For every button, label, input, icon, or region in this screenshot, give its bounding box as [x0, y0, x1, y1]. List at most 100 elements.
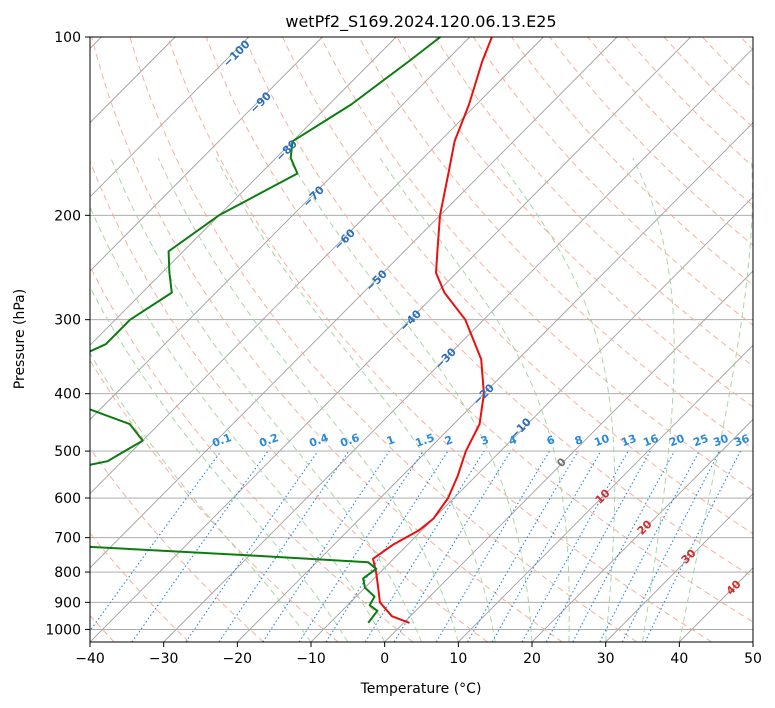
isotherm-line	[90, 37, 323, 272]
moist-adiabat-line	[215, 157, 496, 642]
mixing-ratio-label: 25	[691, 432, 710, 449]
y-axis-tick-label: 100	[54, 30, 81, 46]
mixing-ratio-line	[90, 450, 222, 632]
x-axis-label: Temperature (°C)	[360, 681, 482, 697]
chart-title: wetPf2_S169.2024.120.06.13.E25	[285, 12, 556, 32]
mixing-ratio-label: 8	[573, 433, 585, 448]
mixing-ratio-label: 30	[711, 432, 730, 450]
x-axis-tick-label: 50	[744, 651, 762, 667]
dry-adiabat-line	[511, 37, 753, 286]
mixing-ratio-line	[435, 450, 551, 642]
mixing-ratio-label: 36	[732, 432, 751, 450]
x-axis-tick-label: −20	[223, 651, 253, 667]
mixing-ratio-label: 1.5	[413, 431, 436, 450]
isotherm-line	[90, 37, 250, 198]
moist-adiabat-line	[678, 157, 753, 642]
mixing-ratio-label: 2	[443, 433, 455, 448]
mixing-ratio-line	[545, 450, 651, 642]
mixing-ratio-line	[185, 450, 319, 642]
isotherm-line	[90, 37, 692, 642]
dry-adiabat-line	[90, 447, 264, 642]
mixing-ratio-label: 10	[592, 432, 611, 450]
y-axis-tick-label: 600	[54, 491, 81, 507]
moist-adiabat-line	[90, 286, 349, 642]
y-axis-tick-label: 900	[54, 595, 81, 611]
mixing-ratio-label: 20	[667, 432, 686, 450]
isotherm-line	[531, 418, 753, 642]
x-axis-tick-label: 40	[670, 651, 688, 667]
mixing-ratio-line	[131, 450, 269, 642]
moist-adiabat-line	[632, 157, 675, 642]
y-axis-tick-label: 300	[54, 313, 81, 329]
y-axis-tick-label: 400	[54, 387, 81, 403]
x-axis-tick-label: −40	[75, 651, 105, 667]
dry-adiabat-line	[129, 37, 638, 642]
isotherm-line	[237, 122, 753, 642]
y-axis-tick-label: 700	[54, 531, 81, 547]
mixing-ratio-line	[467, 450, 579, 642]
mixing-ratio-label: 6	[545, 433, 557, 448]
y-axis-tick-label: 1000	[45, 622, 81, 638]
dry-adiabat-line	[167, 37, 712, 642]
isotherm-line	[605, 492, 753, 642]
mixing-ratio-line	[393, 450, 512, 642]
x-axis-tick-label: 30	[597, 651, 615, 667]
dry-adiabat-line	[320, 37, 753, 492]
isotherm-line	[163, 47, 753, 642]
y-axis-label: Pressure (hPa)	[12, 289, 28, 389]
dry-adiabat-line	[396, 37, 753, 408]
mixing-ratio-line	[298, 450, 424, 642]
moist-adiabat-line	[379, 157, 570, 642]
moist-adiabat-line	[90, 205, 386, 642]
moist-adiabat-line	[110, 157, 422, 642]
mixing-ratio-label: 3	[479, 433, 491, 448]
dry-adiabat-line	[434, 37, 753, 367]
mixing-ratio-line	[325, 450, 449, 642]
isotherm-line	[384, 270, 753, 642]
x-axis-tick-label: 0	[380, 651, 389, 667]
dry-adiabat-line	[205, 37, 753, 623]
plot-frame	[89, 36, 754, 643]
isotherm-line	[90, 37, 397, 346]
mixing-ratio-label: 0.1	[210, 431, 233, 450]
mixing-ratio-line	[491, 450, 602, 642]
x-axis-tick-label: −30	[149, 651, 179, 667]
x-axis-tick-label: 20	[523, 651, 541, 667]
grid-lines	[90, 37, 753, 642]
dry-adiabat-line	[358, 37, 753, 450]
y-axis-tick-label: 500	[54, 444, 81, 460]
dry-adiabat-line	[282, 37, 753, 535]
mixing-ratio-label: 16	[641, 432, 660, 450]
moist-adiabat-line	[90, 352, 312, 642]
mixing-ratio-label: 13	[619, 432, 638, 449]
dry-adiabat-line	[90, 265, 414, 642]
mixing-ratio-line	[364, 450, 485, 642]
y-axis-tick-label: 200	[54, 208, 81, 224]
dry-adiabat-line	[243, 37, 753, 578]
mixing-ratio-label: 1	[385, 433, 397, 448]
dry-adiabat-line	[625, 37, 753, 168]
y-axis-tick-label: 800	[54, 565, 81, 581]
isotherm-line	[90, 37, 618, 569]
dewpoint-profile-line	[90, 37, 441, 624]
mixing-ratio-line	[218, 450, 350, 642]
axes: −40 −30 −20 −10 0 10 20 30 40 5010020030040050060…	[45, 30, 762, 667]
mixing-ratio-line	[572, 450, 675, 642]
isotherm-line	[90, 37, 544, 495]
temperature-profile-line	[372, 37, 493, 624]
mixing-ratio-label: 0.2	[257, 431, 280, 450]
isotherm-line	[458, 344, 753, 642]
dry-adiabat-line	[90, 159, 488, 642]
x-axis-tick-label: 10	[449, 651, 467, 667]
mixing-ratio-label: 4	[507, 433, 519, 448]
moist-adiabat-line	[287, 157, 533, 642]
dry-adiabat-line	[549, 37, 753, 246]
isotherm-line	[90, 37, 471, 421]
profiles	[90, 37, 493, 624]
moist-adiabat-line	[157, 157, 459, 642]
mixing-ratio-label: 0.6	[338, 431, 361, 450]
moist-adiabat-line	[496, 157, 616, 642]
dry-adiabat-line	[91, 37, 563, 642]
